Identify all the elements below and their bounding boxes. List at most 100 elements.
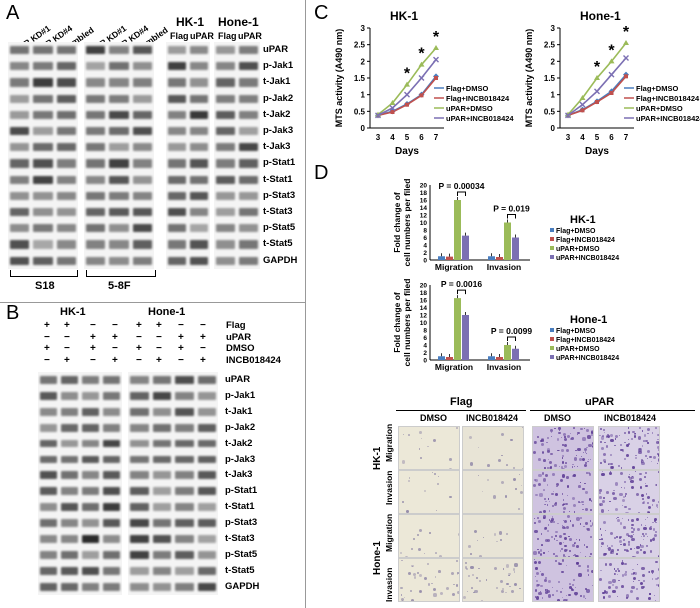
cell-dot: [405, 555, 409, 557]
cell-dot: [455, 427, 458, 429]
cell-dot: [540, 572, 544, 576]
band-a: [216, 208, 235, 217]
cell-dot: [566, 515, 570, 519]
cell-dot: [577, 447, 581, 452]
cell-dot: [560, 465, 564, 469]
cell-dot: [587, 527, 590, 531]
cell-dot: [639, 544, 641, 546]
cell-dot: [588, 473, 592, 476]
cell-dot: [446, 587, 450, 591]
cell-dot: [599, 435, 601, 437]
cell-dot: [539, 590, 542, 593]
cell-dot: [534, 441, 537, 444]
cell-dot: [591, 442, 593, 446]
cell-dot: [632, 580, 635, 583]
band-b: [197, 582, 216, 591]
cell-dot: [448, 468, 452, 469]
band-a: [56, 175, 76, 184]
cell-dot: [536, 583, 540, 587]
band-a: [190, 208, 208, 217]
series-point: [418, 75, 425, 81]
cell-dot: [514, 583, 518, 587]
cell-dot: [636, 546, 640, 550]
band-a: [86, 256, 106, 265]
cell-dot: [646, 457, 648, 459]
cell-dot: [521, 468, 523, 469]
cell-dot: [505, 463, 508, 466]
row-label-b: p-Jak2: [225, 421, 256, 433]
cell-dot: [591, 522, 593, 526]
band-b: [175, 566, 194, 575]
cell-dot: [540, 440, 543, 443]
band-b: [82, 471, 99, 480]
cell-dot: [497, 458, 501, 462]
cell-dot: [558, 465, 561, 468]
row-label-b: p-Stat1: [225, 485, 258, 497]
cell-dot: [614, 438, 617, 441]
band-a: [109, 143, 129, 152]
cell-dot: [485, 578, 488, 581]
cell-label-58f: 5-8F: [108, 280, 131, 292]
series-point: [419, 93, 424, 98]
band-a: [86, 208, 106, 217]
legend-label: uPAR+DMSO: [636, 104, 683, 113]
cell-dot: [653, 517, 658, 521]
band-b: [197, 487, 216, 496]
cell-dot: [621, 574, 625, 577]
cell-dot: [653, 456, 657, 460]
cell-dot: [467, 544, 471, 548]
cell-dot: [632, 466, 636, 469]
cell-dot: [651, 578, 654, 580]
band-b: [197, 423, 216, 432]
series-point: [389, 100, 396, 105]
cell-dot: [563, 599, 567, 601]
y-tick-label: 0: [423, 258, 427, 265]
cell-dot: [548, 500, 550, 502]
cell-dot: [569, 538, 572, 541]
x-tick-label: 5: [595, 133, 600, 142]
bar: [512, 237, 519, 260]
cell-dot: [620, 543, 622, 546]
cell-dot: [571, 587, 574, 591]
cell-dot: [428, 531, 432, 534]
cell-dot: [563, 444, 567, 448]
flag-label-a1: Flag: [170, 31, 189, 41]
band-a: [168, 94, 186, 103]
band-b: [152, 582, 171, 591]
band-a: [190, 256, 208, 265]
cell-dot: [561, 461, 565, 464]
band-a: [132, 62, 152, 71]
cell-dot: [609, 471, 611, 473]
band-a: [132, 208, 152, 217]
band-b: [152, 391, 171, 400]
cell-dot: [578, 564, 582, 568]
cell-dot: [432, 439, 436, 443]
cell-dot: [581, 458, 585, 462]
band-a: [56, 62, 76, 71]
band-b: [197, 407, 216, 416]
series-point: [594, 88, 600, 95]
cell-dot: [643, 535, 645, 538]
cell-dot: [642, 538, 645, 541]
cell-dot: [455, 559, 458, 563]
cell-dot: [566, 434, 571, 438]
cell-dot: [608, 562, 613, 567]
band-a: [216, 78, 235, 87]
band-a: [56, 143, 76, 152]
cell-dot: [553, 427, 556, 430]
y-tick-label: 2.5: [544, 41, 556, 50]
cell-dot: [588, 555, 591, 557]
band-b: [61, 439, 78, 448]
legend-swatch: [550, 355, 554, 359]
cell-dot: [611, 583, 614, 587]
cell-dot: [632, 572, 635, 575]
cell-dot: [481, 490, 484, 493]
band-b: [61, 376, 78, 384]
cell-dot: [604, 460, 606, 463]
cell-dot: [647, 442, 649, 444]
cell-dot: [546, 538, 550, 542]
cell-dot: [556, 539, 558, 541]
cell-dot: [550, 536, 553, 539]
legend-swatch: [550, 337, 554, 341]
cell-dot: [575, 586, 577, 589]
